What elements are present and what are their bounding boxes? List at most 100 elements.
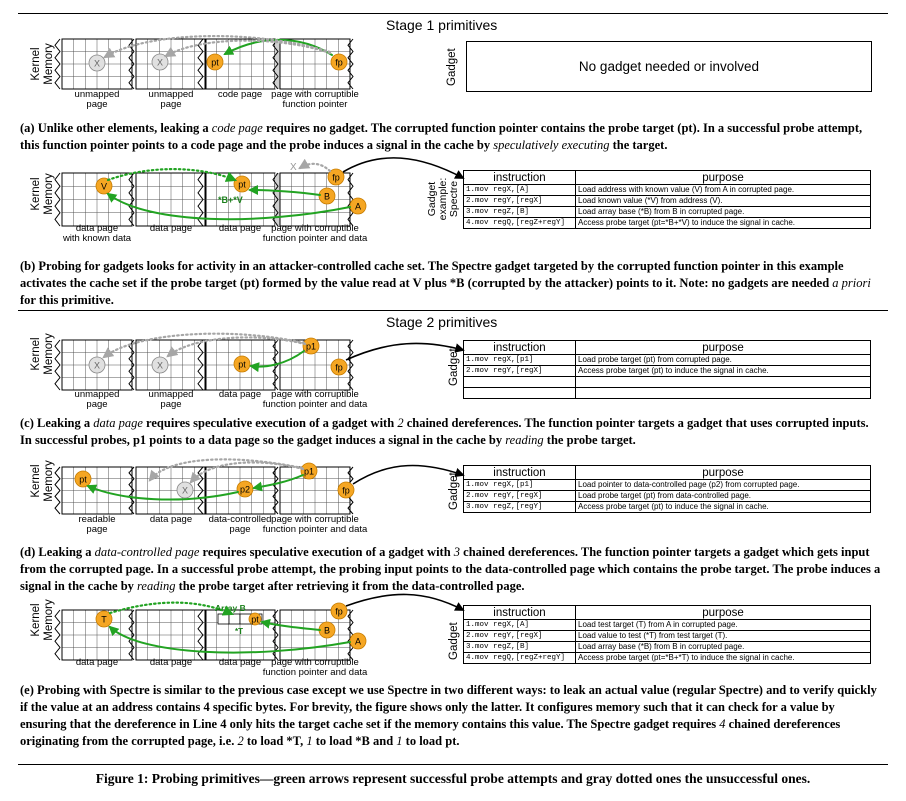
panel-c-header-instruction: instruction — [463, 340, 576, 355]
panel-d-gadget-label: Gadget — [448, 472, 460, 510]
panel-a-break — [197, 38, 204, 90]
panel-d-p1-marker — [300, 462, 318, 480]
panel-b-break — [197, 172, 204, 227]
panel-d-header-purpose: purpose — [575, 465, 871, 480]
panel-b-cell: Load array base (*B) from B in corrupted… — [575, 206, 871, 218]
panel-d-page-label: function pointer and data — [263, 524, 368, 535]
panel-b-v-marker — [95, 177, 113, 195]
stage-divider-rule — [18, 310, 888, 311]
panel-c-fp-marker-label: fp — [335, 363, 343, 373]
panel-b-x-label: X — [290, 162, 297, 173]
panel-c-cell — [575, 376, 871, 388]
panel-b-fp-marker — [327, 168, 345, 186]
panel-b-arrow-b-to-pt — [248, 185, 321, 196]
panel-e-cell: Load test target (T) from A in corrupted… — [575, 619, 871, 631]
panel-e-a-marker-label: A — [355, 637, 361, 647]
panel-b-cell: Load address with known value (V) from A… — [575, 184, 871, 196]
panel-b-b-marker — [318, 187, 336, 205]
panel-c-cell: 1.mov regX,[p1] — [463, 354, 576, 366]
panel-e-fp-marker — [330, 602, 348, 620]
panel-a-page-label: unmapped — [75, 89, 120, 100]
panel-b-caption: (b) Probing for gadgets looks for activi… — [20, 259, 871, 307]
panel-c-page-label: unmapped — [75, 389, 120, 400]
panel-c-cell: 2.mov regY,[regX] — [463, 365, 576, 377]
panel-b-to-table-arrow — [342, 157, 465, 179]
panel-b-cell: Load known value (*V) from address (V). — [575, 195, 871, 207]
panel-c-fail-arrow-1 — [102, 332, 306, 359]
panel-d-to-table-arrow — [352, 464, 465, 485]
panel-d-cell: Load probe target (pt) from data-control… — [575, 490, 871, 502]
panel-c-success-arrow — [249, 350, 305, 373]
panel-e-row: 4.mov regQ,[regZ+regY] Access probe targe… — [463, 652, 871, 664]
panel-e-break — [128, 609, 135, 661]
panel-a-page — [279, 38, 351, 90]
panel-c-cell — [575, 387, 871, 399]
panel-d-fp-marker — [337, 481, 355, 499]
panel-c-break-right — [347, 339, 354, 391]
panel-b-fail-arrow — [298, 158, 332, 173]
panel-a-page-label: page with corruptible — [271, 89, 359, 100]
panel-e-t-star-label: *T — [235, 627, 243, 636]
panel-c-cell: Access probe target (pt) to induce the s… — [575, 365, 871, 377]
no-gadget-box: No gadget needed or involved — [466, 41, 872, 92]
stage1-title: Stage 1 primitives — [386, 17, 498, 33]
panel-d-pt-marker — [74, 470, 92, 488]
panel-b-break — [128, 172, 135, 227]
panel-d-kernel-memory-label: Kernel Memory — [30, 460, 55, 502]
panel-e-t-marker — [95, 610, 113, 628]
panel-a-x-marker-2-label: X — [157, 58, 163, 68]
panel-e-cell: Load value to test (*T) from test target… — [575, 630, 871, 642]
panel-b-pt-marker-label: pt — [238, 180, 246, 190]
panel-b-instruction-table: instruction purpose 1.mov regX,[A] Load add… — [463, 170, 871, 229]
panel-d-break-left — [54, 466, 61, 515]
panel-e-fp-marker-label: fp — [335, 607, 343, 617]
panel-b-page-label: function pointer and data — [263, 233, 368, 244]
panel-e-b-marker-label: B — [324, 626, 330, 636]
panel-e-pt-marker-label: pt — [251, 615, 259, 625]
panel-a-x-marker-1-label: X — [94, 59, 100, 69]
panel-b-page-label: data page — [76, 223, 118, 234]
panel-a-page-label: unmapped — [149, 89, 194, 100]
panel-a-pt-marker — [206, 53, 224, 71]
panel-c-x-marker-1 — [88, 356, 106, 374]
panel-e-to-table-arrow — [345, 593, 465, 611]
panel-e-arrow-b-to-array — [260, 618, 321, 631]
panel-e-page — [204, 609, 276, 661]
panel-c-header-purpose: purpose — [575, 340, 871, 355]
panel-c-instruction-table: instruction purpose 1.mov regX,[p1] Load pr… — [463, 340, 871, 399]
panel-c-row — [463, 376, 871, 388]
panel-d-caption: (d) Leaking a data-controlled page requi… — [20, 545, 881, 593]
panel-e-arrow-t-to-pt — [108, 601, 235, 616]
panel-d-page-label: page — [86, 524, 107, 535]
panel-d-x-marker-label: X — [182, 486, 188, 496]
panel-a-page-label: page — [86, 99, 107, 110]
panel-c-pt-marker-label: pt — [238, 360, 246, 370]
panel-a-x-marker-2 — [151, 53, 169, 71]
panel-b-gadget-example-label: Gadget example: Spectre — [426, 177, 460, 221]
panel-b-a-marker-label: A — [355, 202, 361, 212]
panel-b-page-label: data page — [219, 223, 261, 234]
panel-e-page — [279, 609, 351, 661]
panel-d-break — [128, 466, 135, 515]
panel-d-row: 1.mov regX,[p1] Load pointer to data-cont… — [463, 479, 871, 491]
panel-e-break-left — [54, 609, 61, 661]
panel-e-cell: Access probe target (pt=*B+*T) to induce… — [575, 652, 871, 664]
panel-a-fp-marker — [330, 53, 348, 71]
panel-e-page-label: data page — [150, 657, 192, 668]
panel-a-fail-arrow-1 — [103, 35, 332, 59]
panel-d-fp-marker-label: fp — [342, 486, 350, 496]
panel-d-cell: 2.mov regY,[regX] — [463, 490, 576, 502]
panel-d-arrow-p1-to-p2 — [252, 474, 304, 492]
panel-c-kernel-memory-label: Kernel Memory — [30, 333, 55, 375]
panel-d-break — [272, 466, 279, 515]
panel-c-fp-marker — [330, 358, 348, 376]
panel-e-kernel-memory-label: Kernel Memory — [30, 599, 55, 641]
panel-e-gadget-label: Gadget — [448, 622, 460, 660]
panel-b-header-purpose: purpose — [575, 170, 871, 185]
panel-b-break-left — [54, 172, 61, 227]
panel-a-page-label: function pointer — [283, 99, 348, 110]
panel-a-fp-marker-label: fp — [335, 58, 343, 68]
panel-c-row: 2.mov regY,[regX] Access probe target (pt… — [463, 365, 871, 377]
panel-c-page-label: unmapped — [149, 389, 194, 400]
panel-e-page-label: function pointer and data — [263, 667, 368, 678]
